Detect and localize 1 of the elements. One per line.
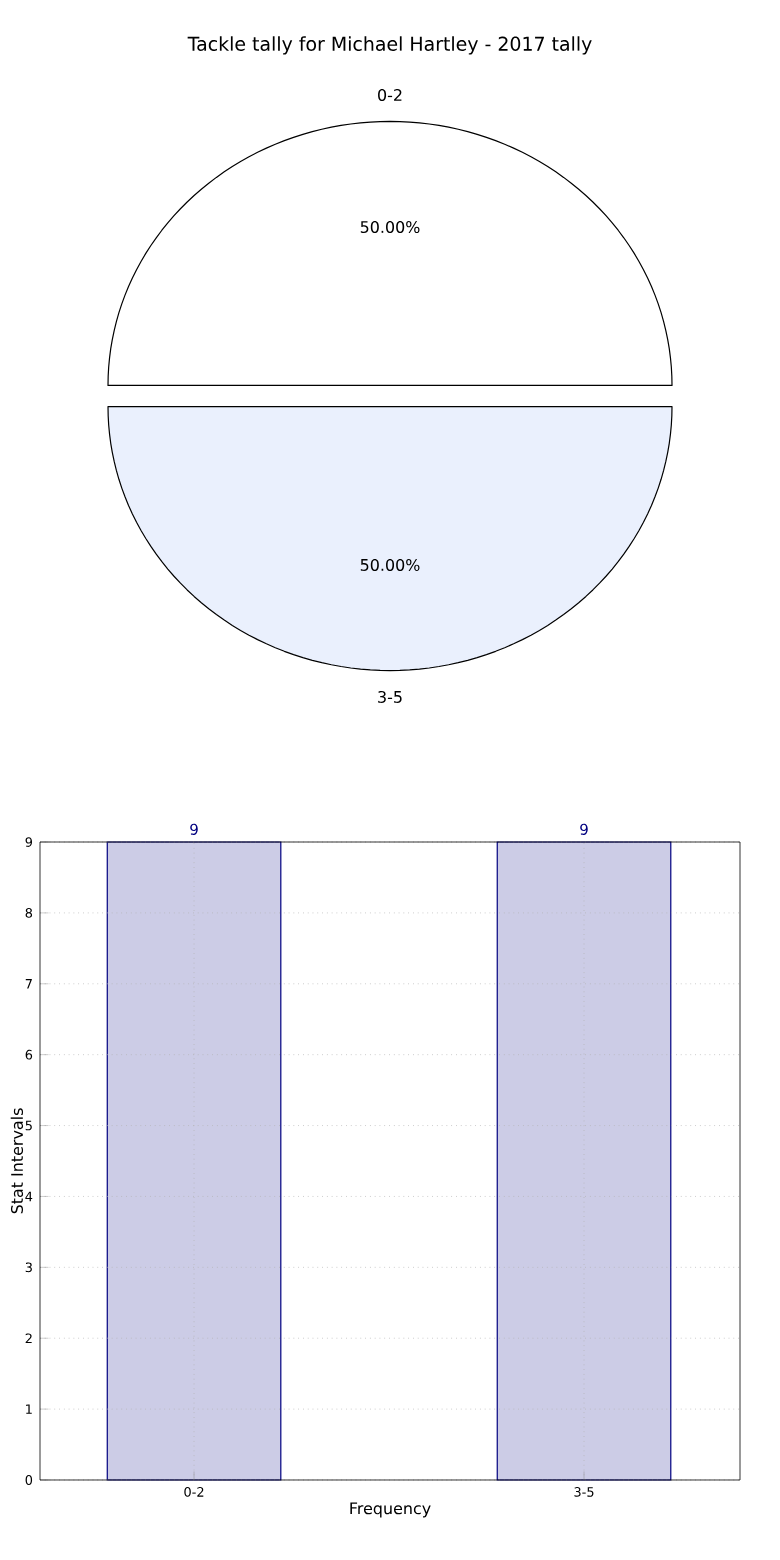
chart-title: Tackle tally for Michael Hartley - 2017 tally [187, 36, 592, 55]
